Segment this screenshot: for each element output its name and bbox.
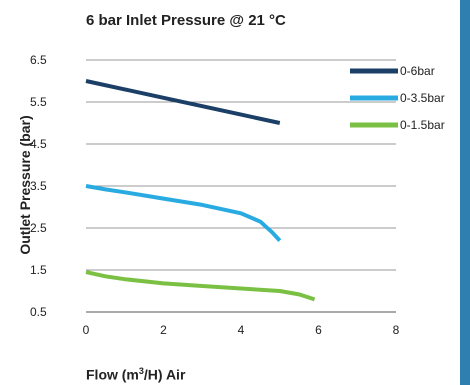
x-tick-label: 4 xyxy=(238,323,245,337)
right-border-bar xyxy=(460,0,470,385)
y-tick-label: 5.5 xyxy=(30,95,47,109)
y-tick-label: 2.5 xyxy=(30,221,47,235)
series-lines xyxy=(85,79,316,302)
gridlines xyxy=(86,59,396,313)
chart-frame: 6 bar Inlet Pressure @ 21 °C Outlet Pres… xyxy=(17,12,286,383)
legend-label: 0-3.5bar xyxy=(400,91,445,105)
y-tick-label: 1.5 xyxy=(30,263,47,277)
x-tick-label: 0 xyxy=(83,323,90,337)
legend: 0-6bar 0-3.5bar 0-1.5bar xyxy=(350,64,445,132)
axes: 0.5 1.5 2.5 3.5 4.5 5.5 6.5 0 2 4 6 8 xyxy=(30,53,400,337)
x-tick-label: 2 xyxy=(160,323,167,337)
legend-label: 0-6bar xyxy=(400,64,435,78)
series-line-0-6bar xyxy=(85,79,281,125)
y-tick-label: 6.5 xyxy=(30,53,47,67)
y-tick-label: 4.5 xyxy=(30,137,47,151)
series-line-0-3.5bar xyxy=(85,184,282,242)
y-tick-label: 0.5 xyxy=(30,305,47,319)
x-tick-label: 6 xyxy=(315,323,322,337)
y-tick-label: 3.5 xyxy=(30,179,47,193)
x-tick-label: 8 xyxy=(393,323,400,337)
legend-label: 0-1.5bar xyxy=(400,118,445,132)
x-axis-label: Flow (m3/H) Air xyxy=(86,366,186,383)
series-line-0-1.5bar xyxy=(85,270,316,302)
chart-title: 6 bar Inlet Pressure @ 21 °C xyxy=(86,12,286,29)
